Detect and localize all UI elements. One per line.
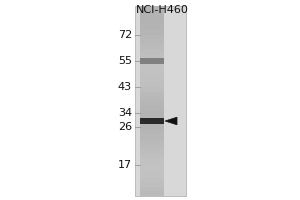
Bar [135, 6, 186, 196]
Bar [140, 39, 164, 44]
Bar [140, 11, 164, 15]
Bar [140, 20, 164, 25]
Bar [140, 115, 164, 120]
Bar [140, 101, 164, 106]
Bar [140, 168, 164, 172]
Bar [140, 77, 164, 82]
Text: NCI-H460: NCI-H460 [136, 5, 188, 15]
Text: 72: 72 [118, 30, 132, 40]
Bar [140, 130, 164, 134]
Bar [140, 63, 164, 68]
Bar [140, 96, 164, 101]
Bar [140, 110, 164, 115]
Bar [140, 58, 164, 64]
Bar [140, 120, 164, 125]
Text: 55: 55 [118, 56, 132, 66]
Text: 34: 34 [118, 108, 132, 118]
Bar [140, 49, 164, 53]
Bar [140, 53, 164, 58]
Bar [140, 6, 164, 196]
Bar [140, 177, 164, 182]
Bar [140, 144, 164, 148]
Bar [140, 87, 164, 92]
Polygon shape [165, 117, 177, 125]
Text: 17: 17 [118, 160, 132, 170]
Text: 43: 43 [118, 82, 132, 92]
Bar [140, 163, 164, 168]
Bar [140, 30, 164, 35]
Bar [140, 191, 164, 196]
Bar [140, 58, 164, 63]
Bar [140, 92, 164, 96]
Bar [140, 6, 164, 11]
Bar [140, 72, 164, 77]
Bar [140, 172, 164, 177]
Bar [140, 153, 164, 158]
Bar [140, 118, 164, 124]
Bar [140, 125, 164, 130]
Bar [140, 25, 164, 30]
Text: 26: 26 [118, 122, 132, 132]
Bar [140, 34, 164, 39]
Bar [140, 139, 164, 144]
Bar [140, 68, 164, 73]
Bar [140, 134, 164, 139]
Bar [140, 44, 164, 49]
Bar [140, 186, 164, 191]
Bar [140, 158, 164, 163]
Bar [140, 148, 164, 153]
Bar [140, 82, 164, 87]
Bar [140, 106, 164, 110]
Bar [140, 182, 164, 186]
Bar [140, 16, 164, 20]
